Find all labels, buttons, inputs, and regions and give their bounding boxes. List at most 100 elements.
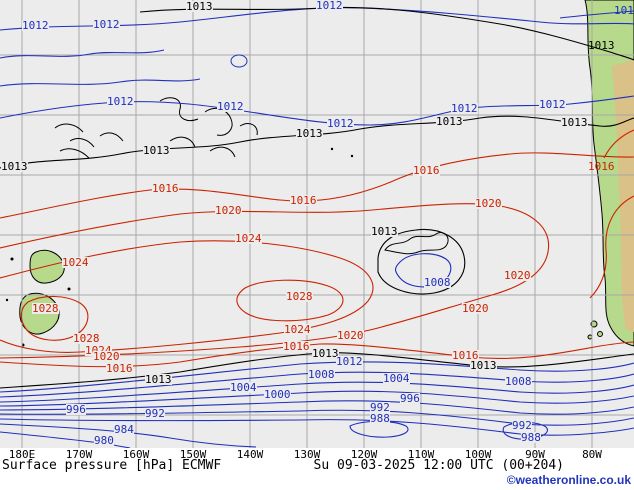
- valid-time: Su 09-03-2025 12:00 UTC (00+204): [313, 458, 564, 473]
- isobar-1016-north: [0, 152, 634, 219]
- new-zealand-north-island: [29, 249, 65, 284]
- isobar-label: 1028: [286, 290, 313, 303]
- isobar-label: 1016: [106, 362, 133, 375]
- isobar-label: 1020: [93, 350, 120, 363]
- isobar-label: 1012: [451, 102, 478, 115]
- isobar-984-south: [0, 423, 257, 448]
- isobar-1000-south: [0, 390, 634, 407]
- isobar-988-south: [0, 418, 634, 436]
- isobar-label: 984: [114, 423, 134, 436]
- isobar-1013-top: [139, 6, 634, 61]
- longitude-label: 90W: [525, 448, 545, 461]
- island-group-coast: [59, 148, 90, 159]
- isobar-label: 1020: [215, 204, 242, 217]
- isobar-label: 1008: [505, 375, 532, 388]
- isobar-1008-south: [0, 371, 634, 398]
- isobar-label: 1012: [22, 19, 49, 32]
- andes-terrain: [612, 60, 634, 332]
- isobar-label: 988: [521, 431, 541, 444]
- isobar-label: 1020: [337, 329, 364, 342]
- isobar-1004-south: [0, 381, 634, 403]
- longitude-label: 160W: [122, 448, 150, 461]
- pressure-map: 1013101210121012101210131012101210121012…: [0, 0, 634, 448]
- isobar-label: 1020: [462, 302, 489, 315]
- isobar-label: 1016: [290, 194, 317, 207]
- island-group-coast: [239, 123, 258, 136]
- isobar-label: 1012: [217, 100, 244, 113]
- isobar-label: 1028: [73, 332, 100, 345]
- isobar-label: 980: [94, 434, 114, 447]
- isobar-label: 992: [145, 407, 165, 420]
- isobar-label: 1013: [312, 347, 339, 360]
- longitude-label: 110W: [407, 448, 435, 461]
- isobar-label: 1013: [588, 39, 615, 52]
- copyright-text: ©weatheronline.co.uk: [506, 473, 631, 487]
- small-island-dots: [5, 147, 354, 347]
- longitude-label: 170W: [65, 448, 93, 461]
- isobar-label: 1013: [1, 160, 28, 173]
- chile-islands: [587, 320, 603, 340]
- mid-ocean-island-coast: [384, 232, 449, 255]
- longitude-label: 150W: [179, 448, 207, 461]
- isobar-label: 1008: [424, 276, 451, 289]
- isobar-label: 1013: [145, 373, 172, 386]
- isobar-label: 1013: [143, 144, 170, 157]
- isobar-1013-low-loop: [377, 228, 466, 295]
- isobar-label: 1024: [85, 345, 112, 356]
- isobar-label: 996: [400, 392, 420, 405]
- longitude-label: 130W: [293, 448, 321, 461]
- longitude-label: 180E: [8, 448, 36, 461]
- isobar-label: 992: [370, 401, 390, 414]
- isobar-label: 1016: [152, 182, 179, 195]
- island-group-coast: [204, 108, 233, 136]
- isobar-trough-b: [0, 78, 201, 87]
- isobar-1028-loop-central: [236, 279, 344, 322]
- isobar-label: 1020: [475, 197, 502, 210]
- longitude-label: 140W: [236, 448, 264, 461]
- isobar-label: 1008: [308, 368, 335, 381]
- isobar-label: 1013: [436, 115, 463, 128]
- isobar-label: 1024: [62, 256, 89, 269]
- isobar-label: 1013: [561, 116, 588, 129]
- isobar-996-south: [0, 400, 634, 415]
- isobar-label: 1024: [235, 232, 262, 245]
- isobar-label: 996: [66, 403, 86, 416]
- isobar-label: 1020: [504, 269, 531, 282]
- island-coastlines: [54, 54, 449, 255]
- island-group-coast: [99, 132, 124, 142]
- isobar-1012-topright: [559, 10, 634, 19]
- island-group-coast: [69, 138, 95, 148]
- atoll-lagoon: [230, 54, 248, 68]
- chart-title: Surface pressure [hPa] ECMWF: [2, 458, 222, 473]
- isobar-label: 1000: [264, 388, 291, 401]
- longitude-label: 100W: [464, 448, 492, 461]
- island-group-coast: [159, 97, 199, 122]
- isobar-label: 1013: [186, 0, 213, 13]
- isobar-label: 1012: [336, 355, 363, 368]
- island-group-coast: [54, 123, 84, 133]
- isobar-label: 1012: [107, 95, 134, 108]
- isobar-label: 988: [370, 412, 390, 425]
- isobar-label: 1013: [371, 225, 398, 238]
- isobar-label: 1016: [452, 349, 479, 362]
- isobar-label: 1012: [93, 18, 120, 31]
- isobar-label: 1013: [470, 359, 497, 372]
- isobar-label: 1016: [283, 340, 310, 353]
- isobar-label: 1016: [588, 160, 615, 173]
- isobar-992-south: [0, 409, 634, 426]
- isobar-coastal-red: [603, 129, 634, 159]
- isobar-1016-south: [0, 341, 634, 368]
- isobar-label: 1012: [614, 4, 634, 17]
- isobar-label: 1012: [327, 117, 354, 130]
- isobar-trough-a: [0, 49, 165, 59]
- isobar-label: 1016: [413, 164, 440, 177]
- isobar-label: 1004: [230, 381, 257, 394]
- isobar-1020-loop: [0, 203, 550, 359]
- isobar-label: 1024: [284, 323, 311, 336]
- land-layer: [5, 0, 634, 347]
- isobar-label: 1012: [316, 0, 343, 12]
- isobar-label: 992: [512, 419, 532, 432]
- longitude-label: 80W: [582, 448, 602, 461]
- isobar-label: 1004: [383, 372, 410, 385]
